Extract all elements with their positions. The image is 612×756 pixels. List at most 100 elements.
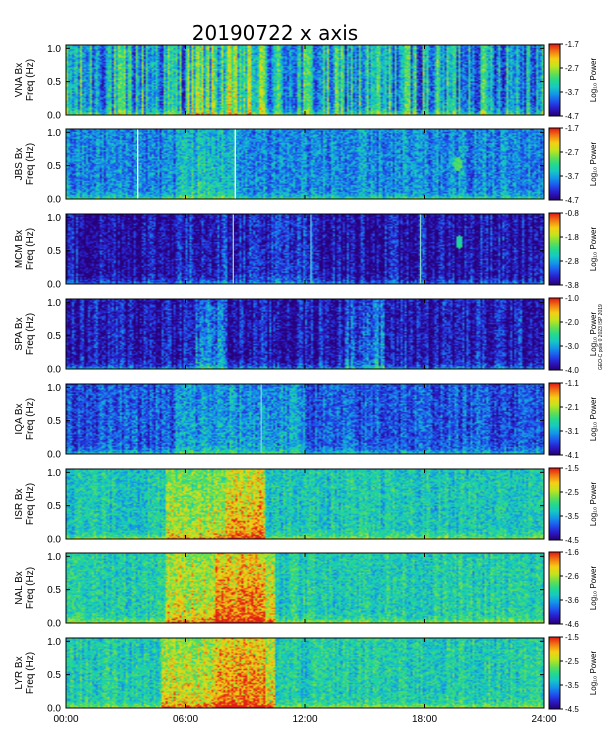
freq-axis-label: Freq (Hz) xyxy=(25,398,36,440)
freq-axis-label: Freq (Hz) xyxy=(25,567,36,609)
colorbar-tick-label: -2.5 xyxy=(565,488,579,497)
colorbar-tick-label: -2.7 xyxy=(565,64,579,73)
panel: 0.0 0.5 1.0 IQA Bx Freq (Hz) -1.1 -2.1 -3.1 -4.1… xyxy=(14,379,598,461)
x-tick-label: 00:00 xyxy=(53,714,78,725)
station-label: SPA Bx xyxy=(14,317,25,350)
panel: 0.0 0.5 1.0 SPA Bx Freq (Hz) -1.0 -2.0 -3.0 -4.0… xyxy=(14,294,598,376)
spectrogram-image xyxy=(66,129,544,199)
colorbar-frame xyxy=(548,127,561,201)
freq-axis-label: Freq (Hz) xyxy=(25,652,36,694)
side-note: GEO-C pole 0 2023 ISP 2019 xyxy=(598,304,604,370)
colorbar xyxy=(549,552,560,624)
colorbar-frame xyxy=(548,43,561,117)
colorbar-frame xyxy=(548,467,561,541)
x-axis: 00:00 06:00 12:00 18:00 24:00 xyxy=(53,714,556,725)
colorbar-tick-label: -3.8 xyxy=(565,281,579,290)
colorbar xyxy=(549,637,560,709)
x-tick-label: 24:00 xyxy=(531,714,556,725)
colorbar-frame xyxy=(548,382,561,456)
spectrogram-image xyxy=(66,469,544,539)
colorbar-tick-label: -1.5 xyxy=(565,633,579,642)
spectrogram-image xyxy=(66,45,544,115)
spectrogram-image xyxy=(66,384,544,454)
freq-axis-label: Freq (Hz) xyxy=(25,228,36,270)
y-tick-label: 1.0 xyxy=(47,552,61,563)
station-label: ISR Bx xyxy=(14,488,25,519)
y-tick-label: 1.0 xyxy=(47,298,61,309)
colorbar-tick-label: -4.6 xyxy=(565,620,579,629)
y-tick-label: 0.0 xyxy=(47,535,61,546)
colorbar-frame xyxy=(548,551,561,625)
colorbar-tick-label: -1.8 xyxy=(565,233,579,242)
x-tick-label: 12:00 xyxy=(292,714,317,725)
colorbar-tick-label: -2.0 xyxy=(565,318,579,327)
station-label: LYR Bx xyxy=(14,656,25,689)
spectrogram-image xyxy=(66,299,544,369)
panel: 0.0 0.5 1.0 MCM Bx Freq (Hz) -0.8 -1.8 -2.8 -3.8… xyxy=(14,209,598,291)
colorbar-label: Log₁₀ Power xyxy=(589,142,598,187)
colorbar xyxy=(549,44,560,116)
y-tick-label: 0.5 xyxy=(47,77,61,88)
colorbar-label: Log₁₀ Power xyxy=(589,397,598,442)
colorbar xyxy=(549,213,560,285)
freq-axis-label: Freq (Hz) xyxy=(25,483,36,525)
colorbar-tick-label: -4.5 xyxy=(565,536,579,545)
station-label: IQA Bx xyxy=(14,403,25,434)
colorbar-tick-label: -4.0 xyxy=(565,366,579,375)
panel: 0.0 0.5 1.0 LYR Bx Freq (Hz) -1.5 -2.5 -3.5 -4.5… xyxy=(14,633,598,715)
freq-axis-label: Freq (Hz) xyxy=(25,313,36,355)
colorbar-tick-label: -2.8 xyxy=(565,257,579,266)
colorbar-frame xyxy=(548,212,561,286)
colorbar-tick-label: -4.1 xyxy=(565,451,579,460)
y-tick-label: 0.0 xyxy=(47,280,61,291)
colorbar-tick-label: -4.7 xyxy=(565,196,579,205)
y-tick-label: 1.0 xyxy=(47,637,61,648)
colorbar-tick-label: -1.6 xyxy=(565,548,579,557)
colorbar-tick-label: -3.7 xyxy=(565,88,579,97)
y-tick-label: 0.5 xyxy=(47,501,61,512)
colorbar-tick-label: -4.7 xyxy=(565,112,579,121)
y-tick-label: 1.0 xyxy=(47,213,61,224)
y-tick-label: 0.5 xyxy=(47,585,61,596)
colorbar-label: Log₁₀ Power xyxy=(589,651,598,696)
x-tick-label: 06:00 xyxy=(173,714,198,725)
colorbar-tick-label: -3.1 xyxy=(565,427,579,436)
colorbar-tick-label: -3.5 xyxy=(565,512,579,521)
station-label: VNA Bx xyxy=(14,63,25,97)
colorbar-tick-label: -0.8 xyxy=(565,209,579,218)
y-tick-label: 1.0 xyxy=(47,383,61,394)
colorbar-label: Log₁₀ Power xyxy=(589,482,598,527)
station-label: JBS Bx xyxy=(14,148,25,181)
colorbar-tick-label: -1.5 xyxy=(565,464,579,473)
colorbar-label: Log₁₀ Power xyxy=(589,227,598,272)
colorbar-tick-label: -2.7 xyxy=(565,148,579,157)
colorbar-tick-label: -3.6 xyxy=(565,596,579,605)
colorbar-tick-label: -2.5 xyxy=(565,657,579,666)
colorbar-tick-label: -1.7 xyxy=(565,124,579,133)
y-tick-label: 0.0 xyxy=(47,195,61,206)
panel: 0.0 0.5 1.0 JBS Bx Freq (Hz) -1.7 -2.7 -3.7 -4.7… xyxy=(14,124,598,206)
colorbar-tick-label: -1.1 xyxy=(565,379,579,388)
colorbar-tick-label: -3.5 xyxy=(565,681,579,690)
y-tick-label: 0.5 xyxy=(47,416,61,427)
colorbar-tick-label: -1.7 xyxy=(565,40,579,49)
spectrogram-image xyxy=(66,553,544,623)
spectrogram-image xyxy=(66,638,544,708)
colorbar xyxy=(549,298,560,370)
y-tick-label: 0.0 xyxy=(47,365,61,376)
colorbar-tick-label: -3.7 xyxy=(565,172,579,181)
colorbar-label: Log₁₀ Power xyxy=(589,312,598,357)
y-tick-label: 1.0 xyxy=(47,44,61,55)
colorbar xyxy=(549,128,560,200)
y-tick-label: 1.0 xyxy=(47,468,61,479)
y-tick-label: 0.5 xyxy=(47,670,61,681)
y-tick-label: 0.0 xyxy=(47,111,61,122)
colorbar-tick-label: -4.5 xyxy=(565,705,579,714)
colorbar-tick-label: -2.1 xyxy=(565,403,579,412)
y-tick-label: 0.5 xyxy=(47,246,61,257)
colorbar-label: Log₁₀ Power xyxy=(589,58,598,103)
x-tick-label: 18:00 xyxy=(412,714,437,725)
y-tick-label: 0.5 xyxy=(47,161,61,172)
colorbar-frame xyxy=(548,297,561,371)
